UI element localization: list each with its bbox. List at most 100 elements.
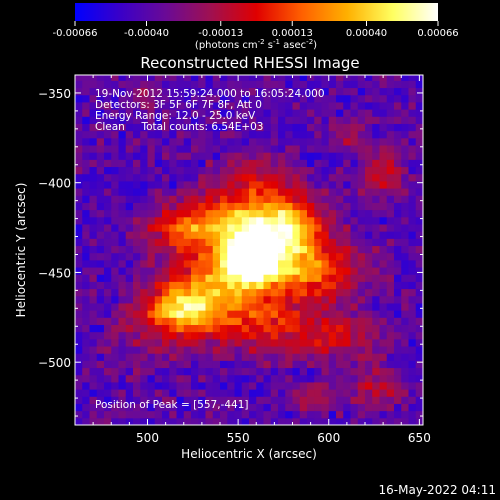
heatmap-cell	[394, 116, 402, 124]
heatmap-cell	[263, 116, 272, 124]
peak-position-label: Position of Peak = [557,-441]	[95, 399, 249, 411]
heatmap-cell	[278, 410, 286, 419]
heatmap-cell	[191, 360, 199, 369]
heatmap-cell	[394, 346, 402, 354]
heatmap-cell	[292, 346, 301, 354]
heatmap-cell	[89, 267, 98, 275]
heatmap-cell	[75, 94, 83, 103]
heatmap-cell	[379, 331, 388, 340]
heatmap-cell	[234, 238, 243, 247]
heatmap-cell	[307, 374, 315, 383]
heatmap-cell	[147, 331, 156, 340]
heatmap-cell	[394, 109, 402, 117]
heatmap-cell	[299, 223, 308, 232]
heatmap-cell	[343, 360, 351, 369]
heatmap-cell	[394, 245, 402, 254]
heatmap-cell	[183, 202, 192, 211]
heatmap-cell	[169, 180, 177, 189]
heatmap-cell	[270, 252, 279, 261]
heatmap-cell	[140, 109, 148, 117]
heatmap-cell	[205, 252, 214, 261]
heatmap-cell	[256, 87, 264, 96]
heatmap-cell	[220, 75, 228, 81]
heatmap-cell	[118, 274, 127, 282]
heatmap-cell	[118, 338, 127, 347]
heatmap-cell	[278, 403, 286, 412]
heatmap-cell	[234, 231, 243, 239]
heatmap-cell	[386, 310, 395, 318]
heatmap-cell	[278, 202, 286, 211]
heatmap-cell	[299, 252, 308, 261]
heatmap-cell	[299, 166, 308, 175]
heatmap-cell	[343, 252, 351, 261]
heatmap-cell	[372, 410, 380, 419]
heatmap-cell	[104, 166, 112, 175]
heatmap-cell	[321, 123, 330, 132]
heatmap-cell	[176, 281, 185, 290]
heatmap-cell	[140, 80, 148, 89]
heatmap-cell	[321, 223, 330, 232]
heatmap-cell	[183, 338, 192, 347]
heatmap-cell	[147, 389, 156, 397]
heatmap-cell	[140, 338, 148, 347]
colorbar-tick-label: -0.00013	[198, 28, 243, 39]
heatmap-cell	[96, 145, 105, 153]
heatmap-cell	[372, 166, 380, 175]
heatmap-cell	[147, 202, 156, 211]
heatmap-cell	[162, 317, 170, 325]
heatmap-cell	[357, 209, 366, 218]
heatmap-cell	[125, 223, 134, 232]
heatmap-cell	[212, 166, 221, 175]
heatmap-cell	[415, 202, 423, 211]
heatmap-cell	[147, 109, 156, 117]
heatmap-cell	[328, 410, 337, 419]
heatmap-cell	[328, 123, 337, 132]
heatmap-cell	[256, 231, 264, 239]
heatmap-cell	[394, 209, 402, 218]
heatmap-cell	[89, 145, 98, 153]
heatmap-cell	[365, 188, 373, 196]
heatmap-cell	[198, 173, 206, 182]
heatmap-cell	[249, 209, 257, 218]
heatmap-cell	[234, 403, 243, 412]
heatmap-cell	[111, 331, 119, 340]
heatmap-cell	[205, 389, 214, 397]
heatmap-cell	[415, 87, 423, 96]
heatmap-cell	[104, 252, 112, 261]
heatmap-cell	[82, 152, 90, 160]
heatmap-cell	[147, 374, 156, 383]
heatmap-cell	[176, 101, 185, 110]
heatmap-cell	[140, 252, 148, 261]
heatmap-cell	[111, 389, 119, 397]
heatmap-cell	[307, 159, 315, 168]
heatmap-cell	[278, 245, 286, 254]
heatmap-cell	[365, 281, 373, 290]
heatmap-cell	[75, 123, 83, 132]
heatmap-cell	[241, 180, 250, 189]
heatmap-cell	[111, 145, 119, 153]
heatmap-cell	[133, 288, 141, 297]
heatmap-cell	[328, 324, 337, 333]
heatmap-cell	[249, 223, 257, 232]
heatmap-cell	[299, 101, 308, 110]
heatmap-cell	[386, 288, 395, 297]
heatmap-cell	[89, 80, 98, 89]
heatmap-cell	[249, 87, 257, 96]
heatmap-cell	[75, 116, 83, 124]
heatmap-cell	[133, 346, 141, 354]
heatmap-cell	[321, 137, 330, 146]
heatmap-cell	[82, 109, 90, 117]
heatmap-cell	[278, 324, 286, 333]
heatmap-cell	[336, 223, 344, 232]
heatmap-cell	[176, 374, 185, 383]
heatmap-cell	[205, 130, 214, 139]
heatmap-cell	[328, 417, 337, 425]
heatmap-cell	[183, 274, 192, 282]
heatmap-cell	[408, 231, 417, 239]
heatmap-cell	[285, 216, 293, 225]
heatmap-cell	[372, 288, 380, 297]
heatmap-cell	[270, 274, 279, 282]
heatmap-cell	[270, 396, 279, 404]
heatmap-cell	[401, 389, 409, 397]
heatmap-cell	[343, 259, 351, 268]
